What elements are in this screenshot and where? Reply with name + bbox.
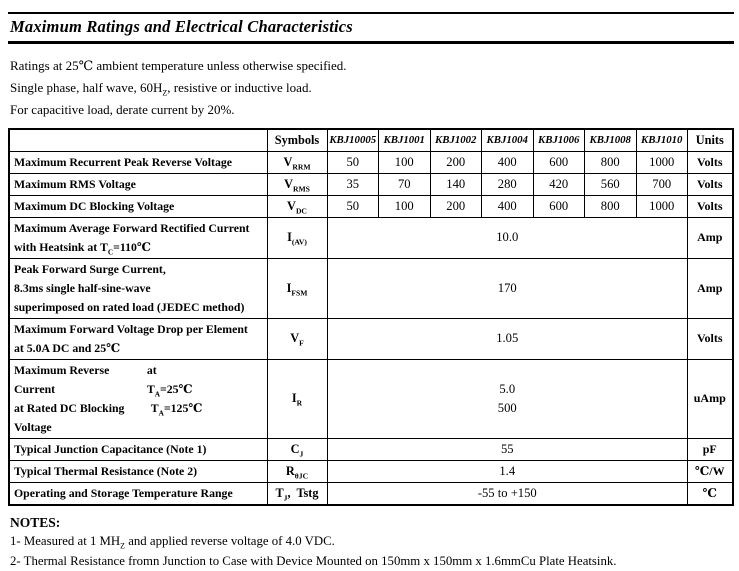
unit-cell: Volts	[687, 194, 733, 218]
value-cell: 400	[481, 194, 534, 218]
value-cell: 140	[429, 172, 482, 196]
value-cell: 800	[584, 150, 637, 174]
row-ifsm: Peak Forward Surge Current, 8.3ms single…	[8, 257, 733, 319]
table-header-row: Symbols KBJ10005 KBJ1001 KBJ1002 KBJ1004…	[8, 128, 733, 152]
value-cell: 560	[584, 172, 637, 196]
ratings-table: Symbols KBJ10005 KBJ1001 KBJ1002 KBJ1004…	[8, 128, 734, 506]
row-vf: Maximum Forward Voltage Drop per Element…	[8, 317, 733, 360]
value-cell: 55	[326, 437, 688, 461]
intro-line-3: For capacitive load, derate current by 2…	[10, 102, 235, 117]
row-label: Maximum Recurrent Peak Reverse Voltage	[8, 150, 268, 174]
value-cell: 200	[429, 194, 482, 218]
row-label: Maximum Forward Voltage Drop per Element…	[8, 317, 268, 360]
unit-cell: Volts	[687, 317, 733, 360]
value-cell: 200	[429, 150, 482, 174]
row-ir: Maximum Reverse Current at TA=25℃ at Rat…	[8, 358, 733, 439]
value-cell: 10.0	[326, 216, 688, 259]
symbol-cell: IR	[266, 358, 328, 439]
value-cell: 70	[378, 172, 431, 196]
value-cell: 800	[584, 194, 637, 218]
header-symbols: Symbols	[266, 128, 328, 152]
intro-line-2: Single phase, half wave, 60HZ, resistive…	[10, 80, 312, 98]
symbol-cell: IFSM	[266, 257, 328, 319]
value-cell: 1.4	[326, 459, 688, 483]
row-vrrm: Maximum Recurrent Peak Reverse Voltage V…	[8, 150, 733, 174]
symbol-cell: VF	[266, 317, 328, 360]
row-vdc: Maximum DC Blocking Voltage VDC 50 100 2…	[8, 194, 733, 218]
value-cell: 400	[481, 150, 534, 174]
header-model-kbj1004: KBJ1004	[481, 128, 534, 152]
title-underline	[8, 41, 734, 44]
unit-cell: Amp	[687, 257, 733, 319]
header-model-kbj1010: KBJ1010	[635, 128, 688, 152]
symbol-cell: VRRM	[266, 150, 328, 174]
symbol-cell: CJ	[266, 437, 328, 461]
row-label: Operating and Storage Temperature Range	[8, 481, 268, 505]
unit-cell: Amp	[687, 216, 733, 259]
row-label: Typical Thermal Resistance (Note 2)	[8, 459, 268, 483]
value-cell: 600	[532, 150, 585, 174]
header-model-kbj1002: KBJ1002	[429, 128, 482, 152]
header-units: Units	[687, 128, 733, 152]
note-2: 2- Thermal Resistance fromn Junction to …	[10, 553, 617, 568]
row-label: Maximum RMS Voltage	[8, 172, 268, 196]
value-cell: 700	[635, 172, 688, 196]
value-cell: 420	[532, 172, 585, 196]
unit-cell: ℃/W	[687, 459, 733, 483]
row-iav: Maximum Average Forward Rectified Curren…	[8, 216, 733, 259]
row-label: Maximum Average Forward Rectified Curren…	[8, 216, 268, 259]
unit-cell: pF	[687, 437, 733, 461]
value-cell: 50	[326, 150, 379, 174]
header-model-kbj1001: KBJ1001	[378, 128, 431, 152]
row-tj-tstg: Operating and Storage Temperature Range …	[8, 481, 733, 505]
value-cell: 35	[326, 172, 379, 196]
unit-cell: ℃	[687, 481, 733, 505]
row-label: Typical Junction Capacitance (Note 1)	[8, 437, 268, 461]
symbol-cell: RθJC	[266, 459, 328, 483]
row-rthjc: Typical Thermal Resistance (Note 2) RθJC…	[8, 459, 733, 483]
intro-text: Ratings at 25℃ ambient temperature unles…	[8, 55, 734, 121]
symbol-cell: I(AV)	[266, 216, 328, 259]
symbol-cell: TJ, Tstg	[266, 481, 328, 505]
value-cell: -55 to +150	[326, 481, 688, 505]
value-cell: 600	[532, 194, 585, 218]
note-1: 1- Measured at 1 MHZ and applied reverse…	[10, 533, 335, 551]
header-model-kbj1006: KBJ1006	[532, 128, 585, 152]
value-cell: 100	[378, 150, 431, 174]
symbol-cell: VDC	[266, 194, 328, 218]
header-model-kbj10005: KBJ10005	[326, 128, 379, 152]
value-cell: 5.0 500	[326, 358, 688, 439]
value-cell: 1000	[635, 194, 688, 218]
notes-section: NOTES: 1- Measured at 1 MHZ and applied …	[8, 515, 734, 571]
value-cell: 1.05	[326, 317, 688, 360]
row-vrms: Maximum RMS Voltage VRMS 35 70 140 280 4…	[8, 172, 733, 196]
value-cell: 50	[326, 194, 379, 218]
value-cell: 1000	[635, 150, 688, 174]
row-cj: Typical Junction Capacitance (Note 1) CJ…	[8, 437, 733, 461]
top-rule	[8, 12, 734, 14]
header-model-kbj1008: KBJ1008	[584, 128, 637, 152]
symbol-cell: VRMS	[266, 172, 328, 196]
intro-line-1: Ratings at 25℃ ambient temperature unles…	[10, 58, 347, 73]
unit-cell: Volts	[687, 172, 733, 196]
notes-heading: NOTES:	[10, 514, 61, 530]
header-blank-cell	[8, 128, 268, 152]
value-cell: 280	[481, 172, 534, 196]
row-label: Peak Forward Surge Current, 8.3ms single…	[8, 257, 268, 319]
row-label: Maximum DC Blocking Voltage	[8, 194, 268, 218]
value-cell: 170	[326, 257, 688, 319]
row-label: Maximum Reverse Current at TA=25℃ at Rat…	[8, 358, 268, 439]
unit-cell: uAmp	[687, 358, 733, 439]
unit-cell: Volts	[687, 150, 733, 174]
page-title: Maximum Ratings and Electrical Character…	[10, 17, 353, 36]
value-cell: 100	[378, 194, 431, 218]
